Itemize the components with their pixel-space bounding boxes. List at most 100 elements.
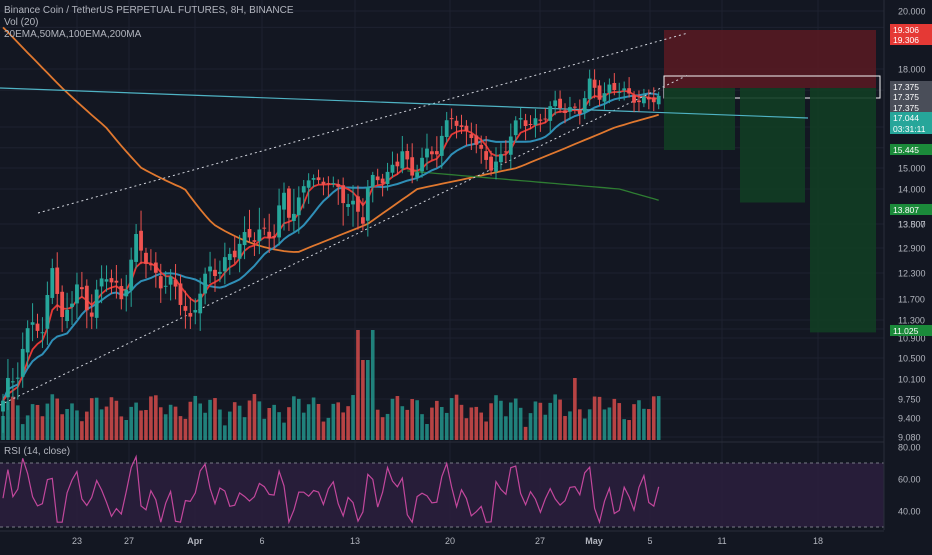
candle-body xyxy=(139,230,143,251)
candle-body xyxy=(538,119,543,121)
volume-bar xyxy=(400,406,405,440)
candle-body xyxy=(587,78,592,99)
volume-bar xyxy=(40,416,45,440)
candle-body xyxy=(301,186,306,193)
candle-body xyxy=(464,125,469,131)
candle-body xyxy=(439,135,444,156)
candle-body xyxy=(173,279,178,287)
volume-bar xyxy=(237,405,242,440)
candle-body xyxy=(70,303,74,307)
candle-body xyxy=(499,154,503,163)
candle-body xyxy=(360,217,365,224)
price-tick-label: 9.750 xyxy=(898,395,921,405)
candle-body xyxy=(267,231,272,239)
candle-body xyxy=(153,262,158,273)
volume-bar xyxy=(99,409,104,440)
volume-bar xyxy=(331,403,336,440)
candle-body xyxy=(592,79,597,88)
volume-bar xyxy=(587,409,592,440)
volume-bar xyxy=(385,413,390,440)
price-tick-label: 9.400 xyxy=(898,414,921,424)
candle-body xyxy=(503,151,508,153)
candle-body xyxy=(459,125,464,127)
candle-body xyxy=(548,106,553,121)
candle-body xyxy=(168,276,173,285)
candle-body xyxy=(99,278,104,287)
price-tick-label: 18.000 xyxy=(898,65,926,75)
candle-body xyxy=(637,100,641,103)
candle-body xyxy=(533,118,538,125)
candle-body xyxy=(114,280,119,283)
volume-bar xyxy=(11,396,15,440)
candle-body xyxy=(188,313,193,317)
volume-bar xyxy=(75,410,79,440)
candle-body xyxy=(25,328,30,353)
candle-body xyxy=(198,293,203,314)
price-badge-label: 19.306 xyxy=(893,25,919,35)
candle-body xyxy=(479,144,484,149)
time-tick-label: 23 xyxy=(72,536,82,546)
volume-bar xyxy=(144,409,148,440)
candle-body xyxy=(163,285,168,287)
volume-legend[interactable]: Vol (20) xyxy=(4,17,39,28)
candle-body xyxy=(272,236,277,238)
candle-body xyxy=(622,88,627,91)
candle-body xyxy=(420,157,424,172)
candle-body xyxy=(193,310,198,313)
volume-bar xyxy=(213,398,217,440)
position-zones xyxy=(663,30,881,333)
rsi-legend[interactable]: RSI (14, close) xyxy=(4,446,71,457)
volume-bar xyxy=(287,407,291,440)
ma200-line xyxy=(407,170,659,201)
price-axis[interactable]: 20.00019.30618.00017.37516.00015.44515.0… xyxy=(883,0,932,550)
candle-body xyxy=(277,205,281,238)
price-tick-label: 12.300 xyxy=(898,269,926,279)
time-tick-label: May xyxy=(585,536,603,546)
time-axis[interactable]: 23 27 Apr 6 13 20 27 May 5 11 18 xyxy=(0,530,884,546)
rsi-band xyxy=(0,463,884,527)
volume-bar xyxy=(218,409,222,440)
candle-body xyxy=(144,252,148,264)
volume-bar xyxy=(469,407,474,440)
symbol-legend[interactable]: Binance Coin / TetherUS PERPETUAL FUTURE… xyxy=(4,5,294,16)
rsi-pane xyxy=(0,441,884,528)
candle-body xyxy=(513,120,518,136)
volume-bar xyxy=(582,418,587,440)
volume-bar xyxy=(154,395,158,440)
candle-body xyxy=(326,183,331,185)
candle-body xyxy=(380,178,385,184)
candle-body xyxy=(469,134,474,139)
rsi-tick-label: 80.00 xyxy=(898,443,921,453)
candle-body xyxy=(568,107,572,112)
volume-bar xyxy=(454,394,459,440)
candle-body xyxy=(523,120,528,126)
volume-bar xyxy=(109,397,114,440)
candle-body xyxy=(617,91,622,93)
time-tick-label: 5 xyxy=(647,536,652,546)
candle-body xyxy=(543,118,548,120)
candle-body xyxy=(311,178,316,180)
volume-bar xyxy=(508,402,513,440)
candle-body xyxy=(553,100,558,107)
volume-bar xyxy=(356,330,360,440)
volume-bar xyxy=(311,397,316,440)
price-tick-label: 14.000 xyxy=(898,185,926,195)
rsi-line xyxy=(2,454,660,525)
price-badge-entry xyxy=(890,81,932,92)
candle-body xyxy=(316,177,321,181)
price-badge-label: 03:31:11 xyxy=(893,124,926,134)
price-badge-target xyxy=(890,144,932,155)
candle-body xyxy=(656,95,661,105)
candle-body xyxy=(1,400,5,412)
price-badge-countdown xyxy=(890,123,932,134)
price-badge-label: 17.375 xyxy=(893,92,919,102)
volume-bar xyxy=(272,404,276,440)
price-tick-label: 12.900 xyxy=(898,244,926,254)
ema-legend[interactable]: 20EMA,50MA,100EMA,200MA xyxy=(4,29,142,40)
volume-bar xyxy=(139,410,143,440)
price-badge-target xyxy=(890,204,932,215)
volume-bar xyxy=(573,378,577,440)
volume-bar xyxy=(292,396,296,440)
